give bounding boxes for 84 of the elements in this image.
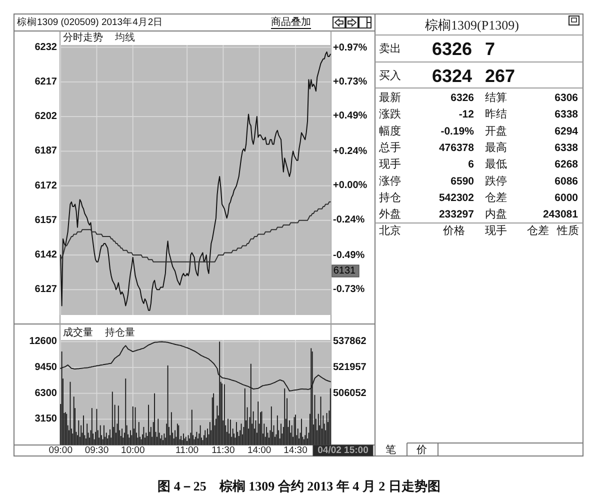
text: -12: [458, 108, 474, 121]
text: 6326: [432, 39, 472, 59]
text: 7: [485, 39, 496, 59]
text: 价格: [442, 225, 465, 237]
text: 542302: [438, 192, 474, 204]
text: 持仓: [379, 192, 401, 204]
text: 跌停: [485, 175, 507, 188]
legend: 成交量 持仓量: [63, 328, 135, 338]
text: 涨停: [379, 175, 401, 188]
x-tick-label: 09:30: [84, 445, 109, 456]
text: 北京: [379, 224, 401, 237]
y-tick-label: 6300: [34, 388, 58, 399]
y-tick-label: 6157: [34, 214, 58, 226]
legend: 分时走势 均线: [63, 32, 135, 44]
text: 6324: [432, 66, 472, 86]
text: 6326: [450, 92, 474, 104]
text: 6338: [554, 108, 578, 121]
text: 性质: [556, 224, 579, 237]
y-tick-label: 6187: [34, 146, 58, 157]
text: 267: [485, 66, 516, 86]
y-tick-label: 6142: [34, 250, 58, 260]
y2-tick-label: +0.97%: [333, 42, 368, 54]
y-tick-label: 9450: [34, 362, 58, 373]
text: -0.19%: [440, 125, 475, 138]
x-tick-label: 11:00: [176, 445, 199, 456]
x-tick-label: 14:00: [247, 445, 272, 456]
text: 仓差: [485, 192, 507, 204]
y-tick-label: 6172: [34, 180, 58, 192]
text: 6294: [554, 125, 578, 138]
text: 243081: [542, 208, 578, 221]
text: 现手: [485, 224, 507, 237]
text: 笔: [386, 444, 396, 456]
y-tick-label: 6232: [34, 42, 58, 53]
y-tick-label: 12600: [29, 336, 58, 348]
x-tick-label: 09:00: [48, 445, 72, 456]
y2-tick-label: 506052: [333, 388, 367, 399]
y-tick-label: 6127: [34, 284, 58, 296]
y-tick-label: 6202: [34, 111, 58, 122]
text: 最低: [485, 158, 507, 171]
text: 幅度: [379, 124, 401, 138]
text: 买入: [379, 69, 401, 82]
text: 内盘: [485, 208, 507, 221]
y2-tick-label: +0.24%: [333, 146, 368, 158]
x-tick-label: 10:00: [120, 445, 145, 456]
text: 仓差: [527, 225, 549, 237]
text: 最高: [485, 141, 507, 154]
text: 6338: [554, 142, 578, 154]
x-tick-label: 11:30: [212, 445, 235, 456]
y2-tick-label: -0.24%: [333, 214, 365, 226]
link: 商品叠加: [271, 17, 311, 28]
text: 6000: [554, 192, 578, 204]
text: 6: [468, 158, 474, 171]
cursor-value: 6131: [332, 264, 360, 278]
text: 昨结: [485, 108, 507, 121]
text: 6306: [554, 92, 578, 104]
y2-tick-label: 537862: [333, 336, 367, 348]
y2-tick-label: +0.49%: [333, 110, 368, 122]
y-tick-label: 6217: [34, 76, 58, 88]
x-tick-label: 14:30: [284, 445, 308, 456]
text: 涨跌: [379, 108, 401, 121]
y2-tick-label: +0.73%: [333, 76, 368, 88]
text: 开盘: [485, 125, 507, 138]
y-tick-label: 3150: [34, 414, 58, 425]
text: 外盘: [379, 208, 401, 221]
text: 价: [416, 444, 428, 456]
annotation: 04/02 15:00: [318, 445, 368, 456]
text: 卖出: [379, 42, 401, 55]
y2-tick-label: -0.49%: [333, 250, 365, 261]
text: 总手: [378, 141, 401, 154]
text: 现手: [379, 158, 401, 171]
text: 6590: [450, 175, 474, 188]
text: 最新: [379, 91, 401, 104]
text: 6268: [554, 158, 578, 171]
cursor-time: 04/02 15:00: [312, 444, 374, 456]
caption: 图 4－25 棕榈 1309 合约 2013 年 4 月 2 日走势图: [158, 478, 440, 494]
text: 结算: [485, 91, 507, 104]
y2-tick-label: -0.73%: [333, 284, 365, 295]
text: 233297: [438, 208, 474, 221]
title: 棕榈1309(P1309): [425, 18, 519, 32]
text: 476378: [438, 142, 474, 154]
text: 6086: [554, 175, 578, 188]
title: 棕榈1309 (020509) 2013年4月2日: [17, 17, 164, 28]
y2-tick-label: +0.00%: [333, 180, 368, 192]
y2-tick-label: 521957: [333, 362, 367, 373]
